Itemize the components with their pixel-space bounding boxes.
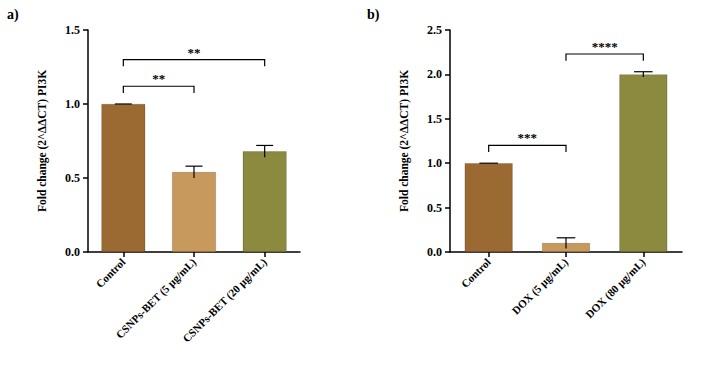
svg-text:Fold change (2^ΔΔCT) PI3K: Fold change (2^ΔΔCT) PI3K: [398, 70, 411, 212]
svg-text:a): a): [7, 7, 19, 23]
svg-text:2.5: 2.5: [427, 23, 442, 37]
svg-text:0.0: 0.0: [427, 245, 442, 259]
svg-text:0.0: 0.0: [65, 245, 80, 259]
svg-text:2.0: 2.0: [427, 67, 442, 81]
svg-text:0.5: 0.5: [427, 201, 442, 215]
svg-text:****: ****: [592, 39, 618, 54]
svg-text:DOX (5 µg/mL): DOX (5 µg/mL): [509, 256, 571, 318]
svg-text:b): b): [367, 7, 380, 23]
svg-text:1.0: 1.0: [427, 156, 442, 170]
svg-text:**: **: [188, 45, 201, 60]
svg-text:Control: Control: [93, 256, 127, 290]
svg-text:Fold change (2^ΔΔCT) PI3K: Fold change (2^ΔΔCT) PI3K: [36, 70, 49, 212]
svg-text:0.5: 0.5: [65, 171, 80, 185]
svg-text:1.5: 1.5: [65, 23, 80, 37]
svg-text:1.5: 1.5: [427, 112, 442, 126]
svg-text:CSNPs-BET (20 µg/mL): CSNPs-BET (20 µg/mL): [180, 256, 270, 346]
svg-text:1.0: 1.0: [65, 97, 80, 111]
svg-text:DOX (80 µg/mL): DOX (80 µg/mL): [583, 256, 649, 322]
svg-text:Control: Control: [459, 256, 493, 290]
svg-text:**: **: [152, 71, 165, 86]
svg-text:***: ***: [518, 130, 538, 145]
svg-text:CSNPs-BET (5 µg/mL): CSNPs-BET (5 µg/mL): [113, 255, 199, 341]
